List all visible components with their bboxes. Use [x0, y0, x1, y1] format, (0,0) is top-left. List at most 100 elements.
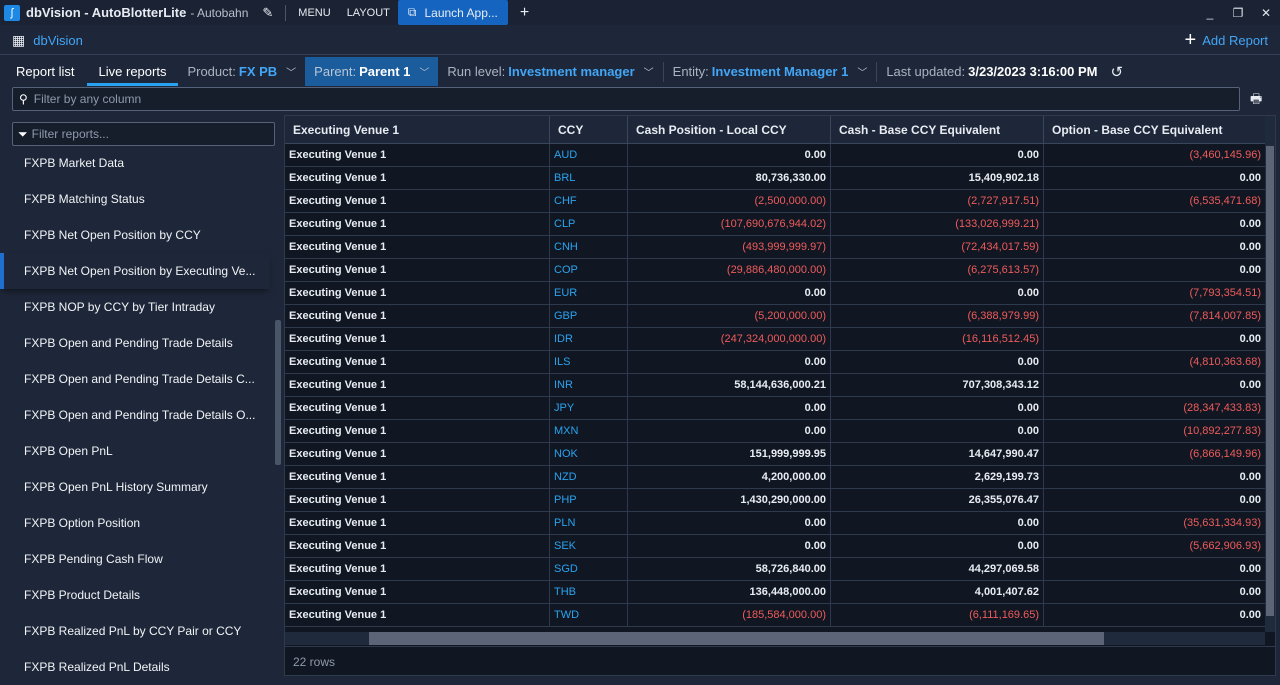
table-row[interactable]: Executing Venue 1 SEK 0.00 0.00 (5,662,906.9… [285, 535, 1266, 558]
option-base-cell: 0.00 [1044, 558, 1266, 580]
table-row[interactable]: Executing Venue 1 GBP (5,200,000.00) (6,388… [285, 305, 1266, 328]
cash-base-cell: 0.00 [831, 512, 1044, 534]
csv-export-icon[interactable]: 🖶 [1250, 91, 1263, 106]
report-list-item[interactable]: FXPB Pending Cash Flow [24, 552, 163, 566]
table-row[interactable]: Executing Venue 1 CHF (2,500,000.00) (2,727… [285, 190, 1266, 213]
table-row[interactable]: Executing Venue 1 BRL 80,736,330.00 15,409,… [285, 167, 1266, 190]
cash-local-cell: 136,448,000.00 [628, 581, 831, 603]
table-row[interactable]: Executing Venue 1 NZD 4,200,000.00 2,629,19… [285, 466, 1266, 489]
add-report-button[interactable]: + Add Report [1185, 29, 1268, 52]
report-list-item[interactable]: FXPB NOP by CCY by Tier Intraday [24, 300, 215, 314]
report-list-item[interactable]: FXPB Product Details [24, 588, 141, 602]
add-tab-button[interactable]: + [519, 3, 530, 21]
last-updated-label: Last updated: [886, 64, 966, 79]
cash-local-cell: 58,144,636,000.21 [628, 374, 831, 396]
table-row[interactable]: Executing Venue 1 SGD 58,726,840.00 44,297,… [285, 558, 1266, 581]
cash-local-cell: 0.00 [628, 351, 831, 373]
table-row[interactable]: Executing Venue 1 AUD 0.00 0.00 (3,460,145.9… [285, 144, 1266, 167]
refresh-icon[interactable]: ↺ [1110, 63, 1124, 81]
ccy-cell: PHP [550, 489, 628, 511]
product-dropdown[interactable]: Product: FX PB ﹀ [178, 57, 305, 86]
cash-base-cell: 0.00 [831, 420, 1044, 442]
table-row[interactable]: Executing Venue 1 IDR (247,324,000,000.00)… [285, 328, 1266, 351]
cash-base-cell: (16,116,512.45) [831, 328, 1044, 350]
table-row[interactable]: Executing Venue 1 NOK 151,999,999.95 14,647… [285, 443, 1266, 466]
option-base-cell: (4,810,363.68) [1044, 351, 1266, 373]
entity-value: Investment Manager 1 [711, 64, 849, 79]
table-row[interactable]: Executing Venue 1 COP (29,886,480,000.00)(… [285, 259, 1266, 282]
report-list-item[interactable]: FXPB Open PnL [24, 444, 113, 458]
table-row[interactable]: Executing Venue 1 JPY 0.00 0.00 (28,347,433.… [285, 397, 1266, 420]
cash-local-cell: (185,584,000.00) [628, 604, 831, 626]
divider [876, 61, 878, 82]
cash-local-cell: 58,726,840.00 [628, 558, 831, 580]
table-row[interactable]: Executing Venue 1 TWD (185,584,000.00) (6,1… [285, 604, 1266, 627]
venue-cell: Executing Venue 1 [285, 489, 550, 511]
minimize-icon[interactable]: _ [1206, 5, 1214, 20]
report-list-item[interactable]: FXPB Realized PnL by CCY Pair or CCY [24, 624, 242, 638]
app-subtitle: - Autobahn [190, 5, 249, 20]
cash-base-cell: (72,434,017.59) [831, 236, 1044, 258]
layout-button[interactable]: LAYOUT [346, 6, 390, 19]
column-header[interactable]: Cash Position - Local CCY [628, 116, 831, 144]
parent-dropdown[interactable]: Parent: Parent 1 ﹀ [305, 57, 439, 86]
venue-cell: Executing Venue 1 [285, 581, 550, 603]
ccy-cell: GBP [550, 305, 628, 327]
filter-reports-input[interactable]: ⏷ Filter reports... [12, 122, 275, 146]
pencil-icon[interactable]: ✎ [262, 4, 274, 20]
cash-base-cell: (6,388,979.99) [831, 305, 1044, 327]
vertical-scrollbar-thumb[interactable] [1266, 146, 1274, 616]
cash-local-cell: 4,200,000.00 [628, 466, 831, 488]
search-icon: ⚲ [19, 92, 28, 106]
entity-label: Entity: [672, 64, 709, 79]
column-header[interactable]: Option - Base CCY Equivalent [1044, 116, 1266, 144]
report-list-item[interactable]: FXPB Matching Status [24, 192, 145, 206]
table-row[interactable]: Executing Venue 1 INR 58,144,636,000.21 707… [285, 374, 1266, 397]
table-row[interactable]: Executing Venue 1 PHP 1,430,290,000.00 26,3… [285, 489, 1266, 512]
report-list-item[interactable]: FXPB Realized PnL Details [24, 660, 170, 674]
table-row[interactable]: Executing Venue 1 CNH (493,999,999.97) (72,… [285, 236, 1266, 259]
table-row[interactable]: Executing Venue 1 EUR 0.00 0.00 (7,793,354.5… [285, 282, 1266, 305]
report-list-item[interactable]: FXPB Open and Pending Trade Details O... [24, 408, 256, 422]
ccy-cell: CNH [550, 236, 628, 258]
entity-dropdown[interactable]: Entity: Investment Manager 1 ﹀ [664, 57, 877, 86]
sidebar-scrollbar[interactable] [275, 320, 281, 465]
report-list-item[interactable]: FXPB Net Open Position by Executing Ve..… [0, 253, 270, 289]
menu-button[interactable]: MENU [298, 6, 331, 19]
tab-report-list[interactable]: Report list [16, 64, 75, 79]
run-level-dropdown[interactable]: Run level: Investment manager ﹀ [438, 57, 662, 86]
column-header[interactable]: Cash - Base CCY Equivalent [831, 116, 1044, 144]
ccy-cell: NZD [550, 466, 628, 488]
cash-local-cell: 151,999,999.95 [628, 443, 831, 465]
table-row[interactable]: Executing Venue 1 ILS 0.00 0.00 (4,810,363.6… [285, 351, 1266, 374]
cash-base-cell: 0.00 [831, 535, 1044, 557]
table-row[interactable]: Executing Venue 1 PLN 0.00 0.00 (35,631,334.… [285, 512, 1266, 535]
report-list-item[interactable]: FXPB Open and Pending Trade Details C... [24, 372, 255, 386]
horizontal-scrollbar-thumb[interactable] [369, 632, 1104, 645]
report-list-item[interactable]: FXPB Option Position [24, 516, 141, 530]
column-header[interactable]: Executing Venue 1 [285, 116, 550, 144]
restore-icon[interactable]: ❐ [1232, 5, 1244, 20]
column-header[interactable]: CCY [550, 116, 628, 144]
last-updated-value: 3/23/2023 3:16:00 PM [968, 64, 1098, 79]
launch-app-button[interactable]: ⧉ Launch App... [397, 0, 508, 25]
run-level-value: Investment manager [508, 64, 635, 79]
cash-local-cell: 0.00 [628, 535, 831, 557]
report-list-item[interactable]: FXPB Market Data [24, 156, 125, 170]
table-row[interactable]: Executing Venue 1 CLP (107,690,676,944.02)… [285, 213, 1266, 236]
report-list-item[interactable]: FXPB Net Open Position by CCY [24, 228, 201, 242]
cash-base-cell: 44,297,069.58 [831, 558, 1044, 580]
cash-base-cell: 15,409,902.18 [831, 167, 1044, 189]
table-row[interactable]: Executing Venue 1 THB 136,448,000.00 4,001,… [285, 581, 1266, 604]
cash-base-cell: 707,308,343.12 [831, 374, 1044, 396]
close-icon[interactable]: ✕ [1260, 5, 1272, 20]
cash-base-cell: 0.00 [831, 397, 1044, 419]
report-list-item[interactable]: FXPB Open PnL History Summary [24, 480, 208, 494]
option-base-cell: (10,892,277.83) [1044, 420, 1266, 442]
tab-live-reports[interactable]: Live reports [86, 57, 179, 86]
table-row[interactable]: Executing Venue 1 MXN 0.00 0.00 (10,892,277.… [285, 420, 1266, 443]
search-input[interactable]: ⚲ Filter by any column [12, 87, 1240, 111]
cash-local-cell: 0.00 [628, 282, 831, 304]
ccy-cell: INR [550, 374, 628, 396]
report-list-item[interactable]: FXPB Open and Pending Trade Details [24, 336, 233, 350]
